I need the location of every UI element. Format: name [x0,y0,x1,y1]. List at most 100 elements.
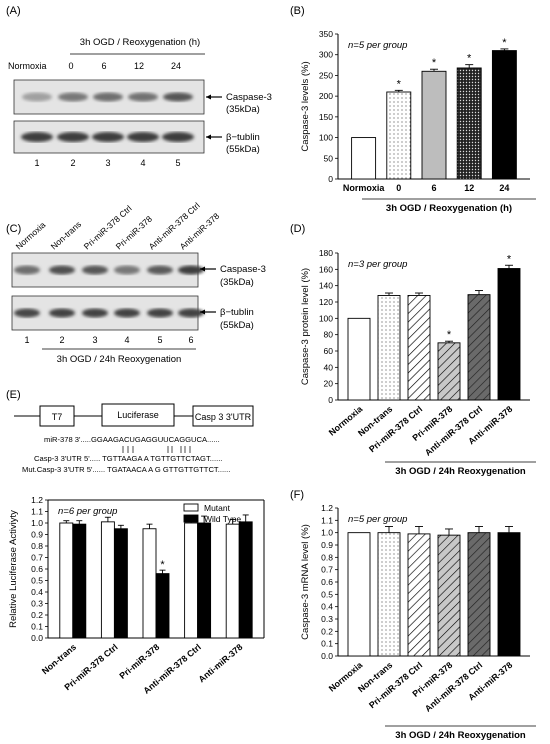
panel-f-label: (F) [290,489,304,501]
y-tick-label: 0.8 [321,552,333,562]
y-tick-label: 0.4 [31,587,43,597]
blot-band [82,265,108,275]
y-tick-label: 1.2 [31,495,43,505]
bar [497,532,521,657]
panel-c-lane-number: 3 [92,335,97,345]
panel-a-lane-label: 6 [101,61,106,71]
blot-band [147,308,173,318]
y-tick-label: 0.6 [31,564,43,574]
panel-a-lane-label: 0 [68,61,73,71]
arrowhead-icon [206,94,211,100]
panel-a-tublin-label: β−tublin [226,132,260,143]
panel-a-label: (A) [6,5,21,17]
bar [467,294,491,401]
y-tick-label: 0.5 [321,589,333,599]
panel-c-lane-numbers: 1 2 3 4 5 6 [24,335,193,345]
n-per-group-label: n=6 per group [58,506,117,517]
y-tick-label: 180 [319,248,333,258]
panel-c-tublin-kda: (55kDa) [220,320,254,331]
blot-band [114,265,140,275]
bar [225,523,240,639]
y-tick-label: 120 [319,297,333,307]
panel-e: (E) T7 Luciferase Casp 3 3'UTR miR-378 3… [6,389,265,696]
blot-band [114,308,140,318]
panel-a-tublin-kda: (55kDa) [226,144,260,155]
y-tick-label: 40 [324,362,334,372]
bar [407,533,431,657]
panel-d: (D) 0 20 40 60 80 100 120 140 160 180 Caspase-3 pr… [290,223,536,477]
y-tick-label: 20 [324,379,334,389]
bar [437,534,461,657]
chart-b: 0 50 100 150 200 250 300 350 Caspase-3 levels (%… [300,29,536,214]
panel-c-label: (C) [6,223,21,235]
y-tick-label: 0.3 [321,614,333,624]
y-tick-label: 0.0 [321,651,333,661]
bar [184,522,199,639]
arrowhead-icon [200,309,205,315]
bar [197,522,212,639]
y-tick-label: 1.2 [321,503,333,513]
bar [377,295,401,401]
y-axis-label: Caspase-3 mRNA level (%) [300,524,311,640]
y-tick-label: 250 [319,70,333,80]
bar [421,70,447,180]
y-tick-label: 0.1 [31,622,43,632]
blot-band [57,132,89,142]
construct-t7-label: T7 [52,412,63,422]
blot-band [49,265,75,275]
panel-a-lane-number: 5 [175,158,180,168]
panel-c-tublin-label: β−tublin [220,307,254,318]
panel-a: (A) 3h OGD / Reoxygenation (h) Normoxia … [6,5,272,168]
panel-c-lane-number: 2 [59,335,64,345]
bar [347,532,371,657]
panel-b: (B) 0 50 100 150 200 250 300 350 Caspase-3 level… [290,5,536,214]
bar [491,50,517,180]
panel-a-normoxia-label: Normoxia [8,61,47,71]
n-per-group-label: n=5 per group [348,40,407,51]
panel-c-caspase-blot [11,252,204,288]
y-tick-label: 0.7 [321,565,333,575]
y-axis-label: Relative Luciferase Activiyty [8,510,19,628]
chart-f: 0.0 0.1 0.2 0.3 0.4 0.5 0.6 0.7 0.8 0.9 1.0 1.1 1.2 C… [300,503,536,741]
y-tick-label: 0.4 [321,602,333,612]
seq-pairing-marks [122,446,191,453]
panel-e-label: (E) [6,389,21,401]
y-tick-label: 0 [328,395,333,405]
y-tick-label: 100 [319,133,333,143]
y-tick-label: 0 [328,174,333,184]
y-tick-label: 0.1 [321,639,333,649]
chart-e: 0.00.1 0.20.3 0.40.5 0.60.7 0.80.9 1.01.1 1.2 R… [8,495,265,696]
bar [238,521,253,639]
panel-f: (F) 0.0 0.1 0.2 0.3 0.4 0.5 0.6 0.7 0.8 0.9 1.0 1.1… [290,489,536,741]
bar [142,528,157,639]
panel-a-lane-number: 3 [105,158,110,168]
arrowhead-icon [200,266,205,272]
x-tick-label: Normoxia [343,183,386,193]
bar [59,522,74,639]
bar [467,532,491,657]
y-tick-label: 0.5 [31,576,43,586]
bar [351,137,377,180]
panel-c-caspase-kda: (35kDa) [220,277,254,288]
y-tick-label: 200 [319,91,333,101]
blot-band [127,132,159,142]
x-tick-label: 6 [431,183,436,193]
group-caption: 3h OGD / Reoxygenation (h) [386,203,512,214]
legend-label: Wild Type [204,514,241,524]
legend-swatch [183,514,199,523]
y-tick-label: 0.8 [31,541,43,551]
x-tick-label: Pri-miR-378 Ctrl [367,660,424,710]
y-tick-label: 140 [319,281,333,291]
arrowhead-icon [206,134,211,140]
y-tick-label: 100 [319,313,333,323]
panel-d-label: (D) [290,223,305,235]
y-tick-label: 0.0 [31,633,43,643]
blot-band [14,265,40,275]
group-caption: 3h OGD / 24h Reoxygenation [395,730,526,741]
y-tick-label: 50 [324,153,334,163]
panel-b-label: (B) [290,5,305,17]
x-tick-label: Pri-miR-378 Ctrl [367,404,424,454]
seq-casp3: Casp-3 3'UTR 5'..... TGTTAAGA A TGTTGTTC… [34,454,222,463]
blot-band [58,92,88,102]
panel-a-header: 3h OGD / Reoxygenation (h) [80,37,200,48]
